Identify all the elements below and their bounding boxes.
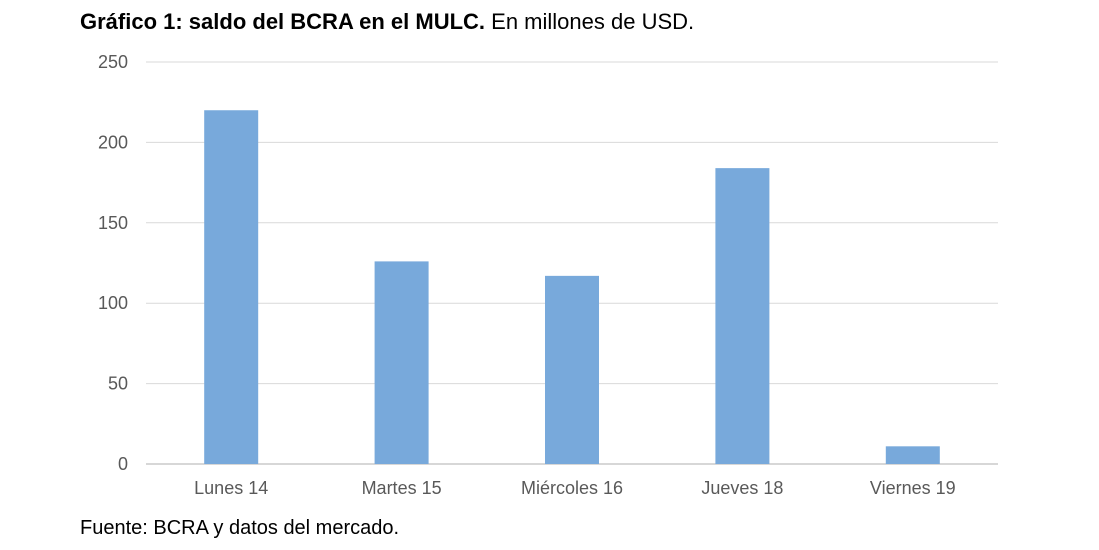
x-tick-label: Lunes 14 [194, 478, 268, 498]
chart-title-units: En millones de USD. [491, 9, 695, 34]
y-tick-label: 250 [98, 52, 128, 72]
bar [545, 275, 599, 464]
bar [204, 110, 259, 465]
chart-title-bold: Gráfico 1: saldo del BCRA en el MULC. [80, 9, 486, 34]
y-tick-label: 150 [98, 213, 128, 233]
x-tick-label: Miércoles 16 [521, 478, 623, 498]
bar [715, 168, 770, 465]
x-tick-label: Viernes 19 [870, 478, 956, 498]
y-axis-ticks: 0 50 100 150 200 250 [98, 52, 128, 474]
x-tick-label: Jueves 18 [701, 478, 783, 498]
source-note: Fuente: BCRA y datos del mercado. [80, 517, 400, 539]
y-tick-label: 50 [108, 374, 128, 394]
bar [374, 261, 429, 464]
bar [885, 446, 940, 464]
chart-title: Gráfico 1: saldo del BCRA en el MULC. En… [80, 8, 694, 36]
y-tick-label: 100 [98, 293, 128, 313]
y-tick-label: 200 [98, 132, 128, 152]
y-tick-label: 0 [118, 454, 128, 474]
x-axis-ticks: Lunes 14 Martes 15 Miércoles 16 Jueves 18 Vi… [194, 478, 956, 498]
x-tick-label: Martes 15 [362, 478, 442, 498]
bars [204, 110, 940, 465]
